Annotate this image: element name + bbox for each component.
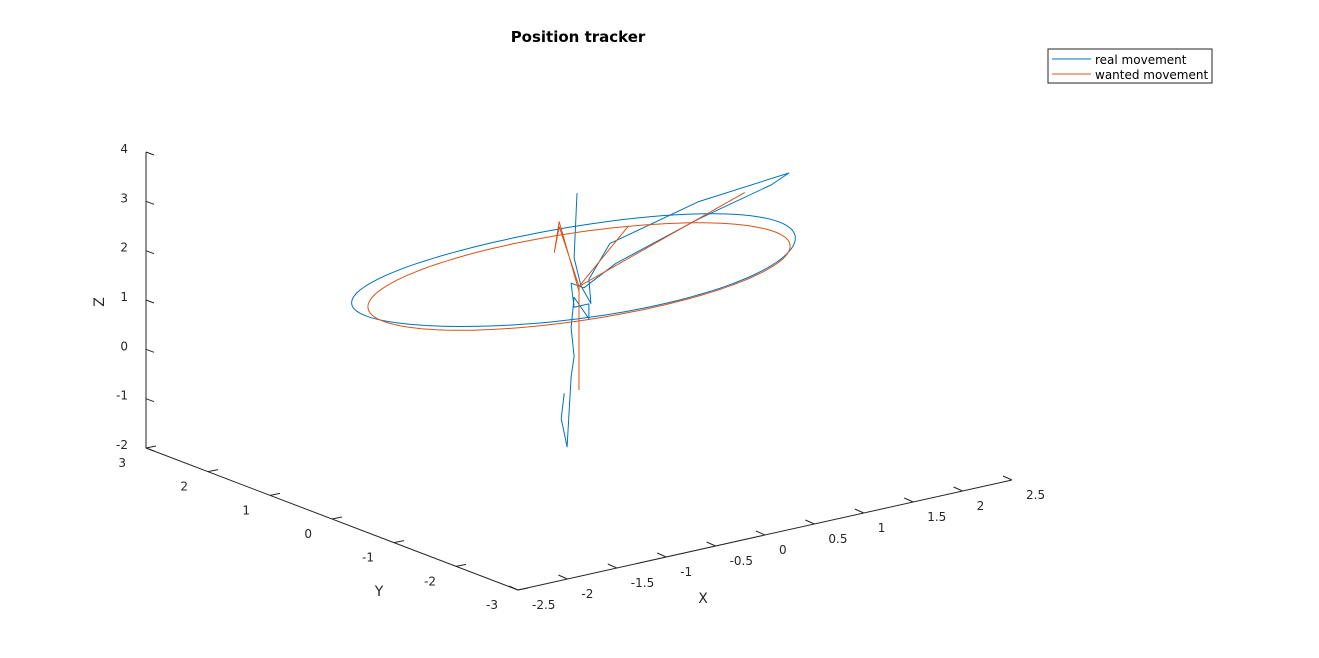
z-tick — [145, 299, 155, 304]
z-tick — [145, 200, 155, 205]
z-tick-label: 1 — [120, 290, 128, 304]
y-tick-label: 2 — [180, 480, 188, 494]
series-real-movement-circle — [351, 213, 796, 328]
legend-label-wanted-movement: wanted movement — [1095, 68, 1208, 82]
x-tick — [706, 541, 716, 547]
x-tick-label: -0.5 — [730, 554, 753, 568]
z-axis-label: Z — [92, 297, 108, 307]
x-tick — [607, 563, 618, 569]
x-tick — [805, 519, 815, 525]
x-tick — [953, 486, 963, 492]
z-tick — [145, 398, 155, 403]
axis-ticks: -2 -1 0 1 2 3 4 -3 -2 -1 0 1 2 3 -2.5 -2 -1.5 -1 -0.5 0 0.5 1… — [116, 142, 1045, 612]
series-real-movement-path — [560, 172, 790, 448]
y-tick — [393, 540, 405, 544]
legend-box — [1047, 48, 1213, 84]
x-tick — [755, 530, 766, 536]
z-tick — [145, 348, 155, 353]
chart-title: Position tracker — [511, 28, 646, 46]
y-tick-label: 3 — [118, 456, 126, 470]
z-tick-label: 0 — [120, 339, 128, 353]
plot-lines — [351, 172, 796, 448]
x-tick-label: 0 — [779, 543, 787, 557]
y-tick — [455, 563, 467, 567]
series-wanted-movement-circle — [367, 222, 791, 331]
z-tick-label: 4 — [120, 142, 128, 156]
y-tick-label: 1 — [242, 503, 250, 517]
y-tick-label: -3 — [486, 598, 498, 612]
x-tick-label: 1.5 — [927, 510, 946, 524]
x-tick-label: 2.5 — [1026, 488, 1045, 502]
x-tick — [508, 585, 519, 591]
x-tick-label: -2.5 — [532, 598, 555, 612]
y-tick-label: 0 — [304, 527, 312, 541]
z-tick-label: 3 — [120, 191, 128, 205]
x-tick — [903, 497, 914, 503]
x-axis-label: X — [698, 591, 708, 607]
z-tick-label: -2 — [116, 438, 128, 452]
x-tick-label: -2 — [581, 587, 593, 601]
x-tick — [558, 574, 568, 580]
y-tick — [331, 516, 343, 520]
x-tick — [1002, 475, 1013, 481]
z-tick-label: -1 — [116, 389, 128, 403]
x-tick-label: 2 — [977, 499, 985, 513]
x-tick-label: -1 — [680, 565, 692, 579]
y-axis-label: Y — [374, 584, 384, 600]
y-tick — [207, 469, 219, 473]
x-tick — [854, 508, 865, 514]
x-tick-label: 1 — [878, 521, 886, 535]
series-wanted-movement-path — [553, 192, 745, 390]
y-tick-label: -1 — [362, 551, 374, 565]
x-tick-label: 0.5 — [828, 532, 847, 546]
y-tick-label: -2 — [424, 574, 436, 588]
y-tick — [145, 445, 157, 449]
x-tick — [656, 552, 667, 558]
z-tick — [145, 250, 155, 255]
z-tick — [145, 151, 155, 156]
z-tick-label: 2 — [120, 241, 128, 255]
legend-label-real-movement: real movement — [1095, 53, 1187, 67]
x-tick-label: -1.5 — [631, 576, 654, 590]
legend: real movement wanted movement — [1047, 48, 1213, 84]
z-tick — [145, 447, 155, 452]
y-tick — [517, 587, 529, 591]
y-tick — [269, 492, 281, 496]
